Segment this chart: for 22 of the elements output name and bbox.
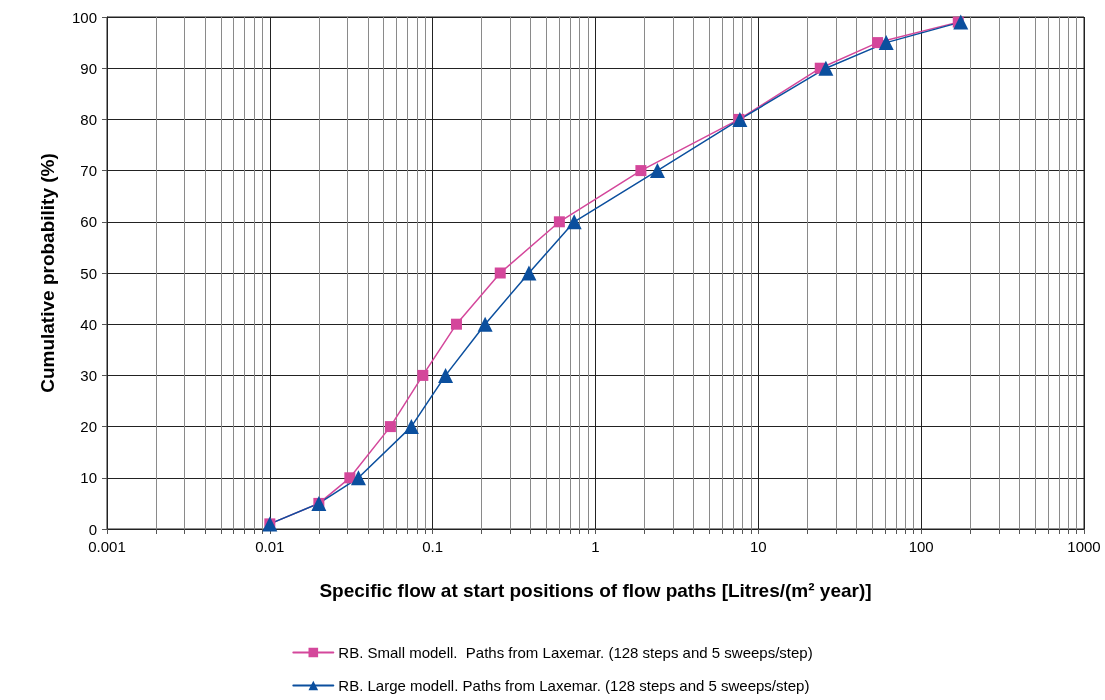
x-tick-label: 100 [908, 538, 934, 555]
y-tick-label: 0 [88, 520, 97, 538]
y-tick-label: 20 [80, 418, 97, 436]
x-tick-label: 0.001 [88, 538, 126, 555]
y-tick-label: 30 [80, 366, 97, 384]
y-tick-label: 40 [80, 315, 97, 333]
y-tick-label: 100 [71, 8, 97, 26]
y-tick-label: 70 [80, 162, 97, 180]
y-tick-label: 10 [80, 469, 97, 487]
x-tick-label: 10 [749, 538, 767, 555]
y-tick-label: 50 [80, 264, 97, 282]
x-axis-title: Specific flow at start positions of flow paths [Litres/(m² year)] [319, 580, 872, 601]
y-tick-label: 80 [80, 110, 97, 128]
y-tick-label: 90 [80, 59, 97, 77]
legend-label: RB. Large modell. Paths from Laxemar. (128 steps and 5 sweeps/step) [338, 677, 810, 694]
x-tick-label: 1000 [1067, 538, 1101, 555]
x-tick-label: 0.1 [422, 538, 444, 555]
legend-label: RB. Small modell. Paths from Laxemar. (128 steps and 5 sweeps/step) [338, 644, 813, 661]
x-tick-label: 0.01 [255, 538, 285, 555]
x-tick-label: 1 [591, 538, 600, 555]
y-tick-label: 60 [80, 213, 97, 231]
y-axis-title: Cumulative probability (%) [37, 153, 58, 393]
